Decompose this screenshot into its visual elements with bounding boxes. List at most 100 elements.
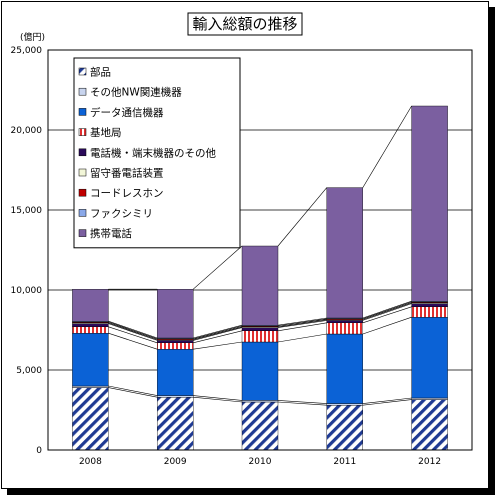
legend-swatch bbox=[78, 229, 87, 237]
bar-segment bbox=[326, 405, 363, 451]
bar-segment bbox=[326, 320, 363, 323]
series-connector-line bbox=[193, 324, 243, 339]
bar-segment bbox=[411, 105, 448, 302]
bar-segment bbox=[72, 385, 109, 388]
series-connector-line bbox=[277, 187, 328, 247]
bar-segment bbox=[156, 397, 194, 451]
bar-segment bbox=[411, 399, 448, 451]
bar-segment bbox=[241, 327, 279, 332]
bar-segment bbox=[72, 333, 109, 387]
bar-segment bbox=[411, 397, 448, 400]
series-connector-line bbox=[362, 316, 412, 335]
series-connector-line bbox=[277, 320, 327, 328]
x-tick-label: 2008 bbox=[79, 457, 102, 467]
bar-segment bbox=[411, 306, 448, 318]
series-connector-line bbox=[193, 396, 243, 403]
y-tick-label: 5,000 bbox=[16, 366, 42, 376]
bar-segment bbox=[326, 322, 363, 335]
series-connector-line bbox=[108, 322, 158, 340]
bar-segment bbox=[72, 326, 109, 334]
bar-segment bbox=[241, 245, 279, 326]
legend-label: その他NW関連機器 bbox=[90, 86, 182, 99]
legend-label: コードレスホン bbox=[90, 188, 164, 200]
series-connector-line bbox=[193, 341, 243, 350]
legend-label: 携帯電話 bbox=[90, 227, 132, 240]
bar-segment bbox=[156, 349, 194, 396]
legend-label: 部品 bbox=[90, 66, 111, 79]
legend-label: ファクシミリ bbox=[90, 208, 153, 220]
y-axis-ticks: 0 5,000 10,000 15,000 20,000 25,000 bbox=[11, 46, 43, 456]
bar-segment bbox=[411, 303, 448, 308]
bar-segment bbox=[326, 187, 363, 319]
bar-segment bbox=[326, 403, 363, 406]
series-connector-line bbox=[277, 322, 327, 332]
legend-label: 留守番電話装置 bbox=[90, 167, 164, 180]
series-connector-line bbox=[108, 387, 158, 398]
legend-swatch bbox=[78, 188, 87, 197]
chart-title: 輸入総額の推移 bbox=[192, 15, 297, 33]
bar-segment bbox=[241, 401, 279, 451]
bars bbox=[72, 105, 448, 451]
bar-segment bbox=[326, 333, 363, 404]
series-connector-line bbox=[108, 385, 158, 396]
x-tick-label: 2009 bbox=[164, 457, 187, 467]
y-axis-unit-label: (億円) bbox=[20, 31, 45, 43]
series-connector-line bbox=[362, 397, 412, 404]
legend-swatch bbox=[78, 209, 87, 217]
bar-segment bbox=[156, 342, 194, 350]
legend-label: 電話機・端末機器のその他 bbox=[90, 146, 216, 159]
legend-label: 基地局 bbox=[90, 126, 122, 139]
series-connector-lines bbox=[108, 105, 412, 406]
series-connector-line bbox=[362, 303, 412, 321]
series-connector-line bbox=[362, 300, 412, 319]
series-connector-line bbox=[277, 319, 327, 328]
series-connector-line bbox=[277, 400, 327, 404]
legend-swatch bbox=[78, 148, 87, 157]
y-tick-label: 0 bbox=[36, 446, 42, 456]
bar-segment bbox=[72, 387, 109, 451]
series-connector-line bbox=[277, 318, 327, 327]
y-tick-label: 25,000 bbox=[11, 46, 43, 56]
x-tick-label: 2011 bbox=[333, 457, 356, 467]
x-tick-label: 2010 bbox=[249, 457, 272, 467]
bar-segment bbox=[241, 400, 279, 403]
bar-segment bbox=[241, 341, 279, 401]
series-connector-line bbox=[108, 320, 158, 339]
series-connector-line bbox=[362, 105, 412, 188]
bar-segment bbox=[72, 323, 109, 328]
bar-segment bbox=[156, 340, 194, 343]
plot-area-border bbox=[47, 49, 473, 451]
series-connector-line bbox=[277, 401, 327, 406]
series-connector-line bbox=[362, 302, 412, 320]
series-connector-line bbox=[108, 326, 158, 344]
series-connector-line bbox=[193, 325, 243, 340]
series-connector-line bbox=[362, 301, 412, 320]
series-connector-line bbox=[193, 330, 243, 344]
y-tick-label: 20,000 bbox=[11, 126, 43, 136]
series-connector-line bbox=[108, 321, 158, 340]
series-connector-line bbox=[362, 306, 412, 324]
series-connector-line bbox=[277, 333, 327, 343]
series-connector-line bbox=[193, 327, 243, 341]
legend-swatch bbox=[78, 108, 87, 116]
legend-swatch bbox=[78, 67, 87, 76]
series-connector-line bbox=[362, 399, 412, 406]
legend-box bbox=[73, 57, 241, 249]
series-connector-line bbox=[108, 332, 158, 350]
series-connector-line bbox=[193, 245, 243, 290]
legend-swatch bbox=[78, 168, 87, 177]
bar-segment bbox=[156, 289, 194, 339]
legend-label: データ通信機器 bbox=[90, 106, 164, 119]
y-tick-label: 10,000 bbox=[11, 286, 43, 296]
series-connector-line bbox=[108, 323, 158, 341]
bar-segment bbox=[156, 395, 194, 398]
bar-segment bbox=[241, 330, 279, 343]
legend: 部品その他NW関連機器データ通信機器基地局電話機・端末機器のその他留守番電話装置… bbox=[73, 57, 241, 249]
series-connector-line bbox=[277, 317, 327, 326]
chart-title-box: 輸入総額の推移 bbox=[187, 12, 303, 36]
y-tick-label: 15,000 bbox=[11, 206, 43, 216]
legend-swatch bbox=[78, 87, 87, 96]
series-connector-line bbox=[193, 326, 243, 340]
series-connector-line bbox=[193, 395, 243, 401]
